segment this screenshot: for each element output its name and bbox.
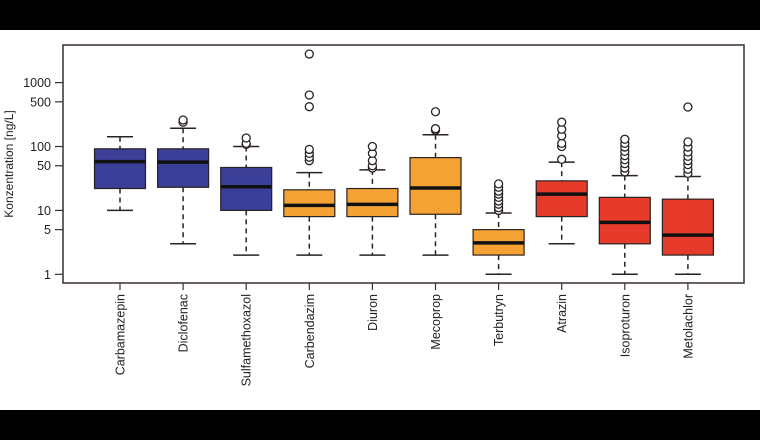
x-tick-label: Atrazin [555, 294, 569, 333]
box-metolachlor [661, 102, 715, 276]
box-carbendazim [283, 49, 336, 256]
outlier-point [683, 102, 693, 112]
top-black-band [0, 0, 760, 30]
outlier-point [493, 179, 504, 189]
outlier-point [367, 141, 378, 152]
x-axis: Carbamazepin Diclofenac Sulfamethoxazol Car… [114, 283, 695, 386]
y-tick-label: 50 [37, 159, 51, 173]
outlier-point [430, 124, 441, 134]
y-tick-label: 100 [30, 140, 51, 154]
x-tick-label: Terbutryn [492, 294, 506, 346]
outlier-point [241, 133, 251, 143]
outlier-point [304, 102, 314, 112]
x-tick-label: Diclofenac [177, 294, 191, 352]
x-tick-label: Diuron [366, 294, 380, 331]
iqr-box [409, 157, 462, 215]
y-axis-label: Konzentration [ng/L] [2, 110, 16, 217]
plot-frame [62, 44, 745, 284]
box-carbamazepin [93, 136, 147, 212]
y-tick-label: 10 [37, 204, 51, 218]
iqr-box [157, 148, 210, 188]
box-terbutryn [472, 179, 525, 276]
outlier-point [683, 137, 693, 147]
outlier-point [304, 90, 314, 100]
y-tick-label: 1000 [23, 76, 51, 90]
box-diuron [346, 141, 399, 256]
y-tick-label: 500 [30, 95, 51, 109]
x-tick-label: Metolachlor [681, 294, 695, 359]
x-tick-label: Sulfamethoxazol [240, 294, 254, 386]
box-mecoprop [409, 107, 462, 256]
bottom-black-band [0, 410, 760, 440]
outlier-point [620, 134, 630, 144]
box-sulfamethoxazol [220, 133, 273, 256]
outlier-point [304, 49, 314, 59]
x-tick-label: Isoproturon [618, 294, 632, 357]
outlier-point [304, 144, 314, 155]
box-atrazin [535, 117, 588, 245]
outlier-point [430, 107, 441, 117]
outlier-point [178, 115, 188, 125]
iqr-box [535, 180, 588, 218]
y-tick-label: 1 [44, 268, 51, 282]
x-tick-label: Carbendazim [303, 294, 317, 368]
iqr-box [283, 189, 336, 218]
y-tick-label: 5 [44, 223, 51, 237]
x-tick-label: Mecoprop [429, 294, 443, 350]
box-isoproturon [598, 134, 651, 276]
iqr-box [598, 196, 651, 245]
x-tick-label: Carbamazepin [114, 294, 128, 375]
y-axis: 1 5 10 50 100 500 1000 [23, 76, 63, 282]
iqr-box [93, 148, 147, 190]
outlier-point [557, 138, 567, 149]
outlier-point [557, 154, 567, 164]
iqr-box [346, 187, 399, 218]
box-diclofenac [157, 115, 210, 245]
iqr-box [661, 198, 715, 256]
outlier-point [557, 117, 567, 127]
iqr-box [220, 166, 273, 211]
boxes [93, 49, 715, 276]
